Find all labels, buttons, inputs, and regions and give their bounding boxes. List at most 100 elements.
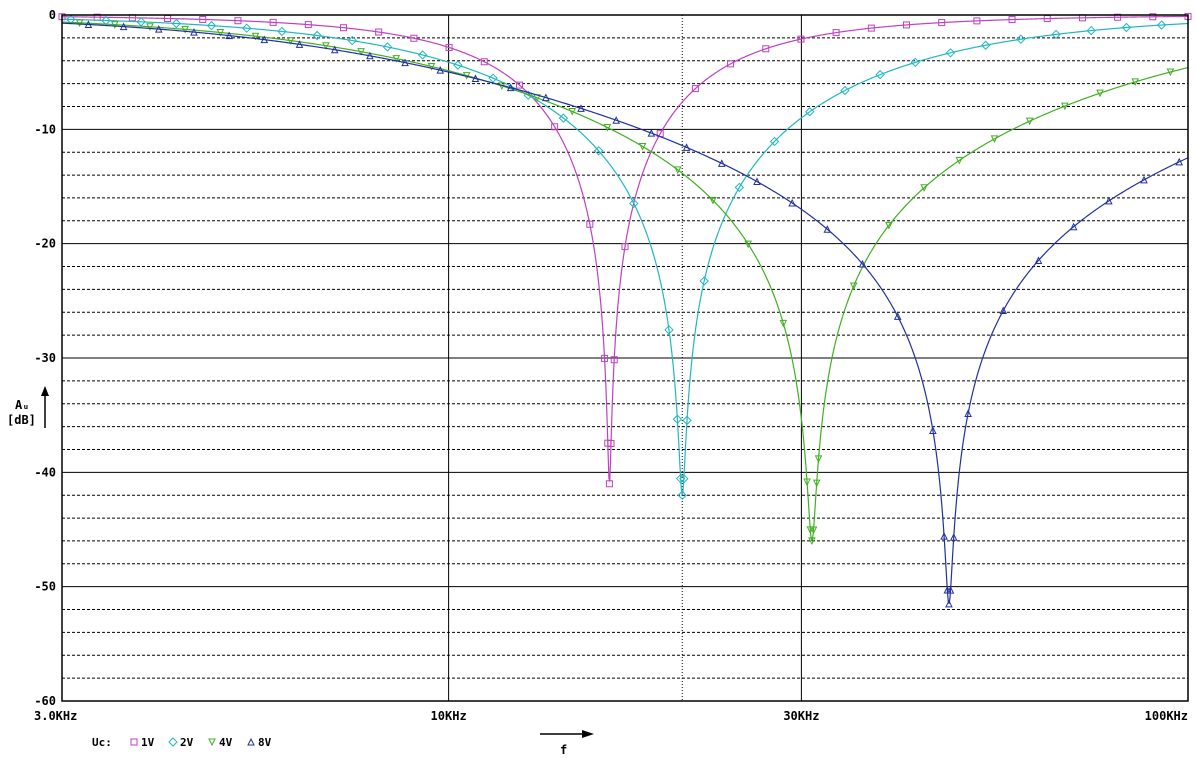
data-point-marker [858,259,867,268]
data-point-marker [242,23,252,33]
data-point-marker [1016,34,1026,44]
data-point-marker [286,37,295,45]
data-point-marker [682,143,691,151]
data-point-marker [673,166,682,174]
data-point-marker [216,29,225,37]
data-point-marker [664,325,674,335]
data-point-marker [330,45,339,54]
data-point-marker [612,116,621,124]
data-point-marker [709,196,717,205]
data-point-marker [990,135,999,144]
data-point-marker [1149,13,1157,21]
data-point-marker [734,182,745,193]
data-point-marker [753,177,761,186]
data-point-marker [453,60,463,70]
data-point-marker [382,42,393,52]
data-point-marker [677,490,687,500]
minor-gridlines [62,37,1188,679]
data-point-marker [542,93,550,102]
data-point-marker [340,24,347,32]
y-tick-label: -60 [34,694,56,708]
data-point-marker [903,21,910,29]
data-point-marker [832,29,840,37]
data-point-marker [920,184,928,192]
data-point-marker [515,81,523,89]
data-point-marker [199,15,207,23]
data-point-marker [945,48,956,58]
data-point-marker [347,35,358,46]
legend-marker-4V [208,738,216,747]
data-point-marker [603,123,612,132]
data-point-marker [910,57,921,68]
data-point-marker [357,48,365,56]
data-point-marker [593,146,604,156]
data-point-marker [999,306,1008,315]
data-point-marker [366,51,374,60]
data-point-marker [629,198,639,209]
data-point-marker [672,414,683,424]
data-point-marker [875,69,885,80]
data-point-marker [929,426,937,434]
series-line-8V [61,22,1189,604]
data-point-marker [260,35,269,44]
data-point-marker [812,479,821,488]
data-point-marker [295,40,304,48]
legend-marker-8V [247,737,255,746]
series-8V [61,20,1189,608]
data-point-marker [171,18,182,29]
y-tick-label: 0 [49,8,56,22]
data-point-marker [601,354,609,362]
data-point-marker [445,43,453,51]
x-tick-labels: 3.0KHz 10KHz 30KHz 100KHz [34,709,1188,723]
data-point-marker [1105,196,1113,205]
data-point-marker [691,85,699,93]
data-point-marker [638,142,647,151]
legend-label-2V: 2V [180,736,194,749]
data-point-marker [675,473,686,484]
data-point-marker [110,21,119,29]
data-point-marker [1096,89,1104,98]
x-tick-label: 30KHz [783,709,819,723]
data-point-marker [1121,22,1132,33]
data-point-marker [1069,222,1078,231]
series-line-2V [61,18,1189,496]
y-axis-label-unit: [dB] [7,413,36,427]
data-point-marker [304,21,312,29]
data-point-marker [867,24,875,32]
data-point-marker [1166,68,1175,77]
data-point-marker [946,586,955,594]
data-point-marker [551,123,559,131]
x-tick-label: 3.0KHz [34,709,77,723]
data-point-marker [940,532,948,540]
legend-marker-2V [168,737,178,747]
data-point-marker [154,24,163,33]
data-point-marker [277,26,287,37]
data-point-marker [190,27,198,36]
data-point-marker [1175,157,1184,166]
series-2V [61,14,1189,500]
data-point-marker [699,276,709,286]
data-point-marker [885,221,893,230]
series-line-4V [61,21,1189,542]
data-point-marker [1025,117,1034,126]
data-point-marker [269,18,277,26]
data-point-marker [955,156,964,165]
data-point-marker [840,85,850,96]
data-point-marker [980,40,991,50]
data-point-marker [436,66,445,74]
legend-title: Uc: [92,736,112,749]
data-point-marker [1061,102,1069,111]
plot-frame [61,14,1189,702]
data-point-marker [823,225,832,233]
legend-label-4V: 4V [219,736,233,749]
data-point-marker [1114,13,1122,21]
data-point-marker [788,198,796,207]
data-point-marker [75,19,84,27]
data-point-marker [744,240,752,249]
data-point-marker [401,58,409,67]
data-point-marker [375,28,383,36]
data-point-marker [682,415,692,426]
data-point-marker [805,107,815,117]
data-point-marker [558,113,569,123]
data-point-marker [610,356,618,364]
